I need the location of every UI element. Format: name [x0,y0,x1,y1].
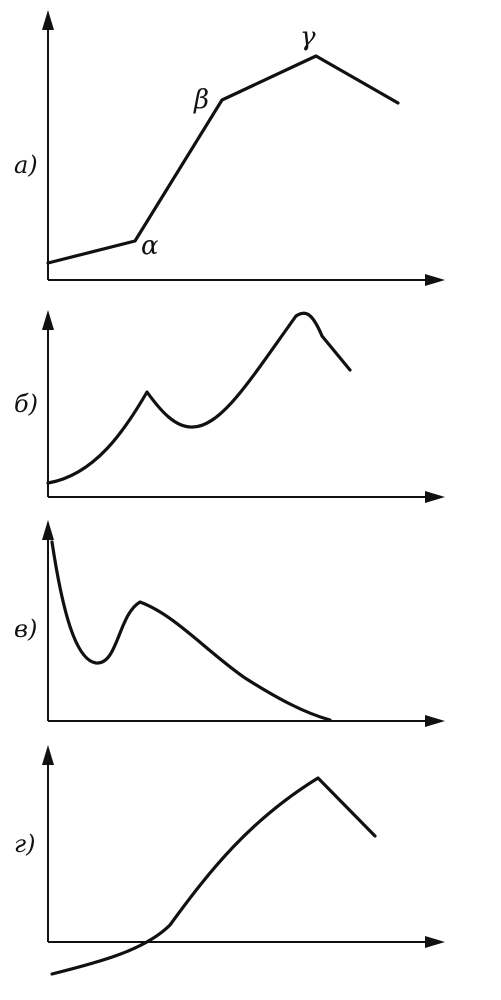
panel-a-label: а) [14,151,38,179]
panel-d-label: г) [14,830,36,858]
panel-d-y-arrow [42,745,54,765]
panel-a-y-arrow [42,10,54,30]
panel-a-point-alpha: α [141,231,159,261]
panel-b-curve [46,311,352,485]
panel-b: б) [14,310,445,503]
panel-c-label: в) [14,615,37,643]
panel-a: а) α β γ [14,10,445,286]
panel-d: г) [14,745,445,976]
panel-b-x-arrow [425,491,445,503]
panel-a-x-arrow [425,274,445,286]
panel-c-curve [50,540,332,722]
panel-b-y-arrow [42,310,54,330]
panel-d-curve [50,776,377,976]
panel-a-point-beta: β [193,85,209,115]
panel-b-label: б) [14,390,38,418]
panel-d-x-arrow [425,936,445,948]
panel-a-curve [46,54,400,265]
panel-c: в) [14,520,445,727]
panel-c-x-arrow [425,715,445,727]
panel-c-y-arrow [42,520,54,540]
panel-a-point-gamma: γ [300,22,316,52]
